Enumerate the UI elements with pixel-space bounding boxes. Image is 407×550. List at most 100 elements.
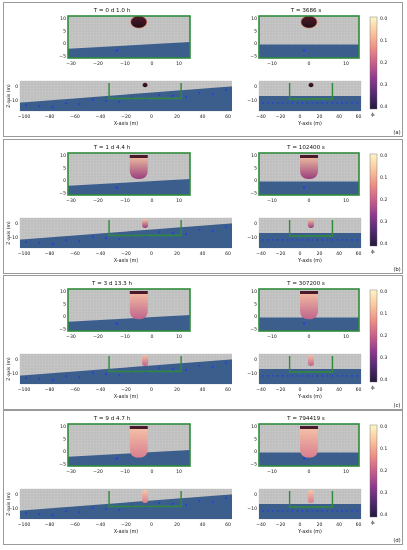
plume-bulb	[300, 426, 318, 458]
main-left-xtick: −80	[45, 387, 55, 393]
main-left-xtick: −60	[70, 387, 80, 393]
main-left-xtick: 40	[200, 251, 206, 257]
colorbar-tick: 0.3	[380, 82, 387, 88]
zoom-plot-right	[258, 423, 360, 467]
sensor-points	[262, 239, 358, 241]
main-right-ytick: −10	[247, 235, 257, 241]
main-right-xtick: 0	[299, 522, 302, 528]
colorbar: 0.0 0.1 0.2 0.3 0.4 ϕᵢ	[369, 289, 387, 391]
main-left-xtick: 20	[174, 387, 180, 393]
plume-bulb	[308, 355, 315, 366]
zoom-left-xtick: −10	[120, 198, 130, 204]
sensor-point	[158, 93, 161, 96]
sensor-point	[306, 102, 309, 104]
zoom-left-xtick: −30	[66, 198, 76, 204]
left-title: T = 3 d 13.3 h	[91, 281, 133, 287]
sensor-point	[185, 95, 187, 98]
main-right-xtick: 20	[317, 522, 323, 528]
sensor-point	[185, 503, 187, 506]
sensor-point	[281, 239, 284, 241]
main-left-xtick: −100	[18, 251, 31, 257]
zoom-right-ytick: 10	[251, 153, 257, 159]
colorbar-gradient	[369, 424, 378, 518]
sensor-point	[356, 239, 358, 241]
main-left-xtick: 40	[200, 522, 206, 528]
sensor-point	[291, 239, 294, 241]
zoom-left-ytick: 10	[60, 289, 66, 295]
sensor-point	[158, 366, 161, 369]
soil-region	[259, 44, 359, 58]
zoom-left-xtick: −20	[93, 198, 103, 204]
sensor-point	[118, 101, 121, 104]
zoom-left-xtick: −10	[120, 469, 130, 475]
colorbar-tick: 0.0	[380, 153, 387, 159]
main-left-ytick: −10	[8, 506, 18, 512]
sensor-point	[25, 377, 27, 380]
main-right-xtick: 20	[317, 251, 323, 257]
colorbar-tick: 0.4	[380, 512, 387, 518]
plume-top	[129, 291, 148, 294]
sensor-point	[316, 375, 319, 377]
sensor-point	[78, 103, 81, 106]
left-title: T = 0 d 1.0 h	[93, 8, 131, 14]
main-left-xtick: 0	[150, 251, 153, 257]
sensor-point	[286, 239, 289, 241]
zoom-plot-right	[258, 152, 360, 196]
main-plot-left	[19, 488, 232, 520]
soil-region	[68, 450, 190, 466]
zoom-left-xtick: 0	[151, 198, 154, 204]
main-left-ytick: 0	[15, 221, 18, 227]
colorbar-label: ϕᵢ	[371, 385, 375, 391]
sensor-point	[211, 365, 214, 368]
main-left-xtick: 40	[200, 387, 206, 393]
zoom-left-ytick: 10	[60, 16, 66, 22]
right-title: T = 794419 s	[286, 416, 325, 422]
zoom-left-xtick: −30	[66, 61, 76, 67]
plume-bulb	[129, 426, 148, 458]
zoom-plot-left	[67, 15, 191, 59]
zoom-left-ytick: 0	[63, 178, 66, 184]
sensor-point	[158, 230, 161, 233]
main-right-xtick: 60	[356, 114, 362, 120]
sensor-point	[321, 239, 324, 241]
soil-region	[259, 96, 361, 111]
soil-region	[259, 317, 359, 331]
zoom-left-xtick: 10	[176, 61, 182, 67]
sensor-point	[346, 510, 349, 512]
soil-region	[259, 233, 361, 248]
zoom-right-xtick: 0	[308, 469, 311, 475]
zoom-left-xtick: 10	[176, 198, 182, 204]
zoom-left-ytick: −5	[59, 54, 66, 60]
plume-bulb	[308, 490, 315, 503]
sensor-point	[65, 102, 67, 105]
zoom-frame	[258, 152, 360, 196]
main-left-xtick: −20	[121, 251, 131, 257]
zoom-left-xtick: 10	[176, 334, 182, 340]
main-left-xtick: −40	[96, 522, 106, 528]
sensor-point	[25, 241, 27, 244]
main-left-xtick: −20	[121, 387, 131, 393]
left-title: T = 9 d 4.7 h	[93, 416, 131, 422]
main-right-ytick: 0	[254, 221, 257, 227]
main-left-xtick: −60	[70, 251, 80, 257]
left-title: T = 1 d 4.4 h	[93, 145, 131, 151]
main-left-xtick: 60	[225, 387, 231, 393]
sensor-point	[51, 243, 54, 246]
sensor-points	[262, 102, 358, 104]
sensor-point	[118, 238, 121, 241]
colorbar-tick: 0.2	[380, 333, 387, 339]
plume-bulb	[300, 155, 318, 180]
sensor-point	[356, 375, 358, 377]
plume-top	[129, 155, 148, 158]
sensor-point	[38, 513, 41, 516]
main-plot-right	[258, 80, 362, 112]
sensor-point	[115, 186, 119, 189]
colorbar-tick: 0.0	[380, 16, 387, 22]
main-left-xtick: 0	[150, 114, 153, 120]
plume-bulb	[300, 15, 318, 29]
sensor-point	[286, 375, 289, 377]
sensor-point	[301, 102, 304, 104]
colorbar: 0.0 0.1 0.2 0.3 0.4 ϕᵢ	[369, 153, 387, 255]
main-left-xtick: 60	[225, 114, 231, 120]
